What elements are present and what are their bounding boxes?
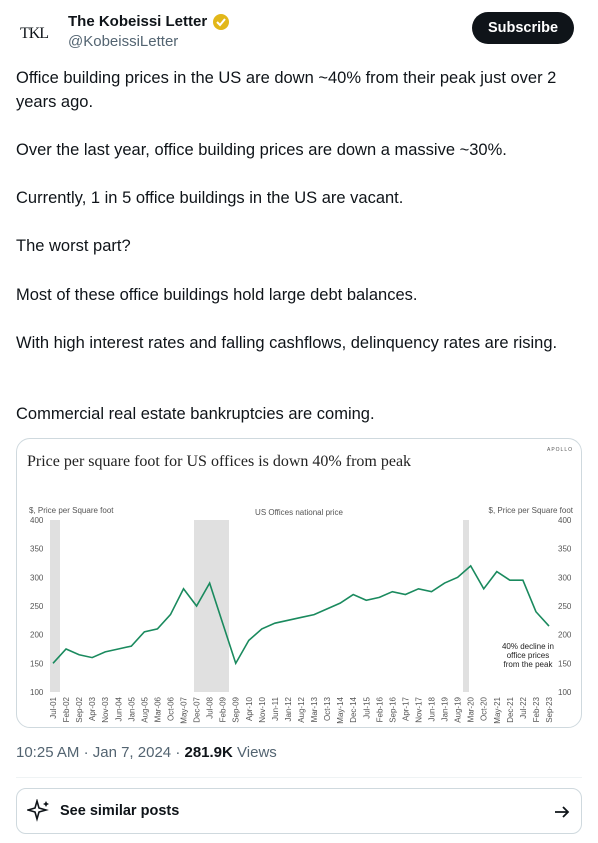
tweet-text: Office building prices in the US are dow… [16, 69, 557, 111]
y2-tick-label: 200 [558, 631, 572, 640]
avatar[interactable]: TKL [19, 25, 49, 42]
y2-tick-label: 250 [558, 602, 572, 611]
x-tick-label: Jul-15 [362, 696, 371, 718]
tweet-text: The worst part? [16, 237, 131, 255]
x-tick-label: Nov-17 [414, 696, 423, 722]
x-tick-label: Nov-10 [258, 696, 267, 722]
x-tick-label: Jan-12 [284, 696, 293, 721]
annotation: office prices [507, 651, 550, 660]
divider [16, 777, 582, 778]
y2-tick-label: 100 [558, 688, 572, 697]
similar-posts-button[interactable]: See similar posts [16, 788, 582, 834]
tweet-text: Currently, 1 in 5 office buildings in th… [16, 189, 404, 207]
price-line [52, 564, 550, 666]
annotation: 40% decline in [502, 642, 554, 651]
x-tick-label: Sep-16 [388, 696, 397, 722]
recession-shade [194, 520, 229, 692]
x-tick-label: Jan-19 [441, 696, 450, 721]
separator: · [175, 744, 181, 761]
y-axis-title: $, Price per Square foot [29, 506, 114, 515]
tweet-text: Most of these office buildings hold larg… [16, 286, 418, 304]
x-tick-label: Dec-07 [193, 696, 202, 722]
x-tick-label: Apr-03 [88, 696, 97, 721]
tweet-text: Commercial real estate bankruptcies are … [16, 405, 375, 423]
tweet-text: Over the last year, office building pric… [16, 141, 507, 159]
y-tick-label: 200 [30, 631, 44, 640]
x-tick-label: Jun-04 [114, 696, 123, 721]
x-tick-label: Oct-20 [480, 696, 489, 721]
x-tick-label: Mar-06 [153, 696, 162, 722]
x-tick-label: Sep-23 [545, 696, 554, 722]
x-tick-label: Dec-21 [506, 696, 515, 722]
x-tick-label: Jun-18 [428, 696, 437, 721]
x-tick-label: Mar-13 [310, 696, 319, 722]
views-label: Views [237, 744, 277, 761]
author-handle[interactable]: @KobeissiLetter [68, 33, 179, 50]
y-tick-label: 100 [30, 688, 44, 697]
chart: Price per square foot for US offices is … [27, 447, 574, 724]
x-tick-label: Sep-09 [232, 696, 241, 722]
x-tick-label: May-14 [336, 696, 345, 723]
y-tick-label: 400 [30, 516, 44, 525]
x-tick-label: Feb-09 [219, 696, 228, 722]
x-tick-label: Jan-05 [127, 696, 136, 721]
media-card[interactable]: Price per square foot for US offices is … [16, 438, 582, 728]
series-label: US Offices national price [255, 508, 343, 517]
x-tick-label: Apr-17 [401, 696, 410, 721]
arrow-icon [555, 806, 570, 818]
recession-shade [50, 520, 60, 692]
x-tick-label: Aug-05 [140, 696, 149, 722]
x-tick-label: Feb-23 [532, 696, 541, 722]
x-tick-label: Sep-02 [75, 696, 84, 722]
x-tick-label: Jun-11 [271, 696, 280, 720]
separator: · [83, 744, 89, 761]
x-tick-label: Aug-12 [297, 696, 306, 722]
x-tick-label: Jul-01 [49, 696, 58, 718]
y-tick-label: 350 [30, 545, 44, 554]
x-tick-label: Mar-20 [467, 696, 476, 722]
recession-shade [463, 520, 469, 692]
x-tick-label: Feb-02 [62, 696, 71, 722]
post-date[interactable]: Jan 7, 2024 [92, 744, 172, 761]
post-time[interactable]: 10:25 AM [16, 744, 80, 761]
y-tick-label: 300 [30, 573, 44, 582]
x-tick-label: Jul-08 [206, 696, 215, 718]
subscribe-button[interactable]: Subscribe [472, 12, 574, 44]
y2-tick-label: 400 [558, 516, 572, 525]
similar-posts-label: See similar posts [60, 803, 180, 819]
x-tick-label: Dec-14 [349, 696, 358, 722]
y2-tick-label: 300 [558, 573, 572, 582]
tweet-text: With high interest rates and falling cas… [16, 334, 558, 352]
y2-axis-title: $, Price per Square foot [489, 506, 574, 515]
annotation: from the peak [504, 660, 554, 669]
views-count: 281.9K [184, 744, 233, 761]
sparkle-icon [27, 799, 49, 822]
y-tick-label: 150 [30, 659, 44, 668]
x-tick-label: Jul-22 [519, 696, 528, 718]
chart-title: Price per square foot for US offices is … [27, 453, 411, 470]
x-tick-label: May-21 [493, 696, 502, 723]
post-meta: 10:25 AM · Jan 7, 2024 · 281.9K Views [16, 744, 277, 761]
x-tick-label: Feb-16 [375, 696, 384, 722]
x-tick-label: May-07 [180, 696, 189, 723]
x-tick-label: Nov-03 [101, 696, 110, 722]
x-tick-label: Aug-19 [454, 696, 463, 722]
y2-tick-label: 350 [558, 545, 572, 554]
x-tick-label: Oct-06 [166, 696, 175, 721]
author-name[interactable]: The Kobeissi Letter [68, 13, 208, 30]
y-tick-label: 250 [30, 602, 44, 611]
verified-badge [213, 14, 229, 30]
chart-source: APOLLO [547, 447, 573, 453]
x-tick-label: Oct-13 [323, 696, 332, 721]
y2-tick-label: 150 [558, 659, 572, 668]
x-tick-label: Apr-10 [245, 696, 254, 721]
